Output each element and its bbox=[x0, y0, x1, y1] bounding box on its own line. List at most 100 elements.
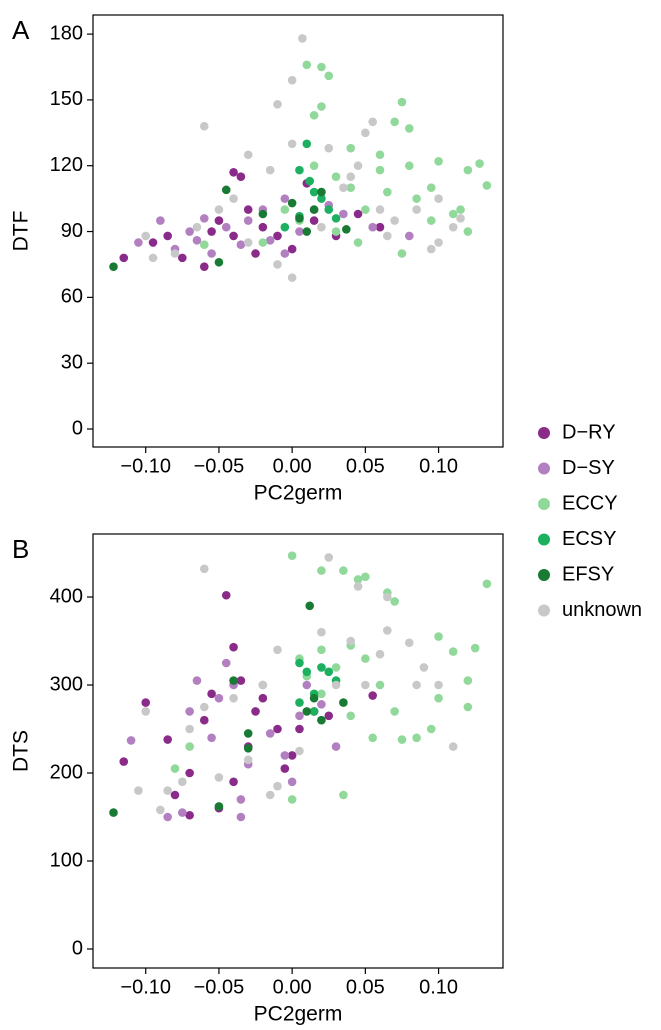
point bbox=[324, 711, 334, 721]
point bbox=[339, 698, 348, 707]
point bbox=[148, 253, 158, 263]
point bbox=[199, 564, 209, 574]
point bbox=[251, 707, 260, 716]
point bbox=[109, 262, 118, 271]
point bbox=[361, 654, 370, 663]
point bbox=[463, 227, 473, 236]
legend-label: EFSY bbox=[562, 563, 614, 585]
point bbox=[243, 755, 253, 765]
point bbox=[265, 236, 275, 245]
point bbox=[426, 183, 436, 192]
point bbox=[273, 781, 282, 791]
point bbox=[199, 262, 209, 271]
point bbox=[375, 150, 385, 160]
point bbox=[221, 222, 231, 232]
point-group: unknown bbox=[134, 553, 458, 815]
point bbox=[305, 176, 315, 186]
point bbox=[185, 810, 194, 820]
point bbox=[141, 707, 151, 716]
point bbox=[434, 632, 443, 641]
point bbox=[251, 249, 260, 258]
point bbox=[331, 214, 341, 223]
point bbox=[280, 222, 290, 232]
point bbox=[448, 647, 458, 656]
point bbox=[207, 733, 216, 743]
point bbox=[287, 551, 297, 560]
point bbox=[229, 168, 238, 177]
point bbox=[463, 702, 473, 712]
point bbox=[302, 667, 312, 677]
point bbox=[383, 626, 392, 635]
point bbox=[331, 680, 341, 690]
point bbox=[353, 209, 363, 219]
point bbox=[199, 240, 209, 250]
point-group: ECCY bbox=[199, 60, 492, 258]
point bbox=[192, 676, 202, 685]
panel-label: B bbox=[12, 534, 29, 564]
point bbox=[346, 143, 356, 153]
point bbox=[141, 698, 151, 707]
point bbox=[383, 187, 392, 197]
point bbox=[361, 572, 370, 582]
point bbox=[170, 764, 180, 773]
point bbox=[361, 205, 370, 214]
plot-frame bbox=[92, 533, 504, 969]
point bbox=[434, 157, 443, 166]
point bbox=[302, 60, 312, 70]
point bbox=[339, 566, 348, 575]
point bbox=[317, 62, 326, 72]
point bbox=[368, 733, 377, 743]
point bbox=[302, 227, 312, 236]
point bbox=[236, 795, 246, 804]
point bbox=[463, 676, 473, 685]
panel-label: A bbox=[12, 15, 30, 45]
point bbox=[109, 808, 118, 817]
point bbox=[214, 693, 224, 703]
x-tick-label: −0.05 bbox=[194, 455, 245, 477]
point bbox=[236, 812, 246, 822]
point bbox=[353, 582, 363, 591]
legend-label: unknown bbox=[562, 599, 642, 621]
point-group: EFSY bbox=[109, 185, 351, 271]
y-tick-label: 90 bbox=[61, 220, 83, 242]
y-tick-label: 150 bbox=[50, 88, 83, 110]
point bbox=[185, 707, 194, 716]
point bbox=[185, 724, 194, 734]
point-group: ECSY bbox=[295, 658, 341, 716]
point-group: D−SY bbox=[126, 658, 341, 822]
point bbox=[434, 680, 443, 690]
point bbox=[134, 786, 143, 795]
point bbox=[287, 75, 297, 85]
x-tick-label: −0.05 bbox=[194, 976, 245, 998]
point bbox=[390, 216, 399, 225]
point bbox=[243, 216, 253, 225]
point bbox=[324, 71, 334, 81]
point bbox=[309, 187, 319, 197]
point bbox=[265, 790, 275, 800]
point bbox=[214, 216, 224, 225]
point bbox=[178, 777, 187, 787]
point bbox=[463, 165, 473, 175]
point bbox=[273, 724, 282, 734]
legend-label: D−SY bbox=[562, 457, 615, 479]
point bbox=[426, 216, 436, 225]
point bbox=[309, 161, 319, 171]
point bbox=[404, 124, 414, 133]
point bbox=[426, 244, 436, 254]
point bbox=[287, 751, 297, 760]
point bbox=[170, 790, 180, 800]
y-tick-label: 30 bbox=[61, 351, 83, 373]
point bbox=[119, 757, 129, 766]
point bbox=[192, 236, 202, 245]
y-tick-label: 0 bbox=[72, 937, 83, 959]
point bbox=[397, 249, 407, 258]
legend-label: ECCY bbox=[562, 492, 618, 514]
point bbox=[375, 222, 385, 232]
point bbox=[456, 205, 465, 214]
point bbox=[361, 128, 370, 138]
point bbox=[280, 249, 290, 258]
point bbox=[258, 238, 268, 247]
point bbox=[148, 238, 158, 247]
point bbox=[368, 691, 377, 700]
point bbox=[331, 227, 341, 236]
